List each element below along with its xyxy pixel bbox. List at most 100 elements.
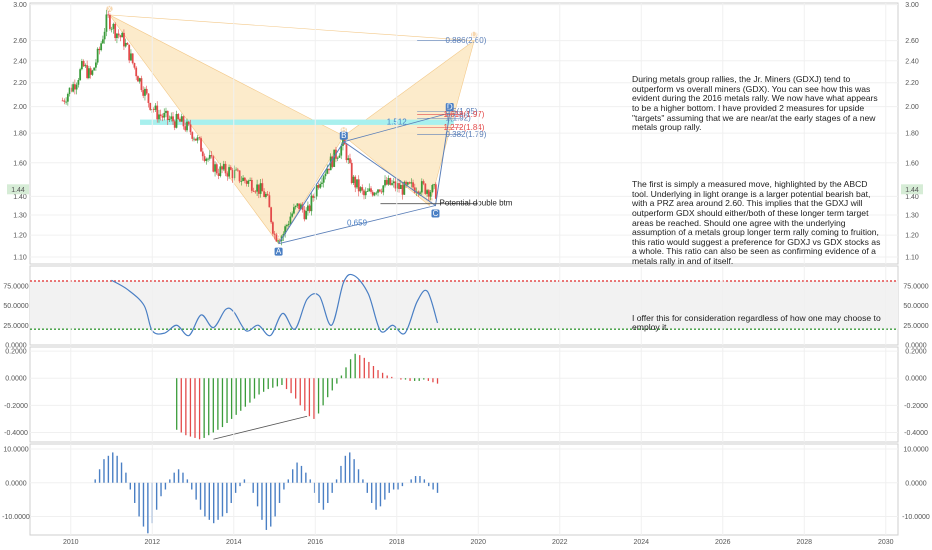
candle-body [158,114,160,120]
y-tick-label-right: 2.40 [905,58,919,65]
harmonic-point-label: X [107,4,113,13]
candle-body [109,15,111,29]
y-tick-label-left: 0.0000 [5,376,27,383]
candle-body [359,187,362,192]
candle-body [356,179,358,188]
y-tick-label-left: 1.40 [13,194,27,201]
candle-body [126,42,129,45]
candle-body [387,178,390,185]
candle-body [102,39,104,44]
candle-body [149,103,152,110]
y-tick-label-left: 50.0000 [3,303,28,310]
harmonic-point-marker [470,31,478,38]
candle-body [114,23,117,39]
candle-body [119,35,122,38]
candle-body [235,169,237,171]
y-tick-label-left: 2.40 [13,58,27,65]
candle-body [187,121,190,125]
y-tick-label-left: 0.0000 [5,480,27,487]
candle-body [147,93,150,104]
candle-body [210,155,213,157]
abcd-point-label: A [276,247,282,256]
y-tick-label-right: 2.60 [905,38,919,45]
candle-body [186,121,188,131]
candle-body [364,191,367,196]
y-tick-label-left: 1.60 [13,160,27,167]
y-tick-label-left: 1.30 [13,213,27,220]
candle-body [363,190,365,196]
candle-body [271,222,274,234]
histogram-panel[interactable]: 10.0000 10.0000 0.0000 0.0000 -10.0000 -10.00… [2,443,930,536]
candle-body [203,156,206,161]
candle-body [128,44,131,61]
candle-body [394,181,397,189]
harmonic-xd-line [109,14,475,41]
candle-body [361,187,364,191]
candle-body [112,23,115,29]
candle-body [377,189,379,193]
candle-body [184,126,187,131]
candle-body [61,100,64,102]
candle-body [159,114,162,116]
candle-body [294,205,297,208]
candle-body [384,180,386,186]
y-tick-label-right: -0.4000 [904,430,928,437]
candle-body [80,61,83,70]
candle-body [87,68,90,79]
y-tick-label-left: 2.60 [13,38,27,45]
candle-body [243,177,246,181]
candle-body [198,137,201,139]
candle-body [391,183,393,185]
y-tick-label-right: 2.20 [905,80,919,87]
candle-body [229,167,232,170]
candle-body [371,191,374,196]
candle-body [254,191,257,193]
harmonic-point-marker [340,126,347,134]
candle-body [245,180,248,184]
candle-body [307,205,309,211]
y-tick-label-right: 10.0000 [903,447,928,454]
candle-body [301,204,304,210]
candle-body [175,113,178,128]
candle-body [75,84,78,90]
y-tick-label-left: 75.0000 [3,283,28,290]
candle-body [179,119,181,122]
candle-body [266,193,269,196]
candle-body [214,164,216,172]
candle-body [66,94,69,102]
x-axis: 2010 2012 2014 2016 2018 2020 2022 2024 2026 2028… [63,3,894,546]
candle-body [273,233,276,235]
candle-body [191,132,194,139]
candle-body [161,115,164,118]
candle-body [68,87,71,95]
y-tick-label-right: 1.20 [905,233,919,240]
candle-body [300,204,302,210]
abcd-point-marker [445,103,454,112]
abcd-point-label: C [433,209,439,218]
candle-body [308,205,311,212]
candle-body [380,191,383,193]
description-note: During metals group rallies, the Jr. Min… [632,56,882,343]
candle-body [226,173,229,177]
candle-body [124,42,127,47]
y-tick-label-right: 1.30 [905,213,919,220]
candle-body [329,156,332,171]
candle-body [240,180,243,182]
candle-body [103,31,106,40]
oscillator-panel[interactable]: 75.0000 75.0000 50.0000 50.0000 25.0000 25.00… [3,265,929,350]
candle-body [434,184,437,199]
price-panel[interactable]: 3.00 3.00 2.60 2.60 2.40 2.40 2.20 2.20 2.00 2.00… [7,2,923,265]
candle-body [163,112,166,118]
candle-body [215,164,218,174]
candle-body [261,183,264,192]
candle-body [322,176,325,183]
candle-body [117,33,120,36]
harmonic-point-label: C [426,195,432,204]
candle-body [93,67,96,71]
candle-body [296,203,299,206]
candle-body [399,184,402,189]
candle-body [165,110,167,113]
x-tick-label: 2020 [470,539,486,546]
